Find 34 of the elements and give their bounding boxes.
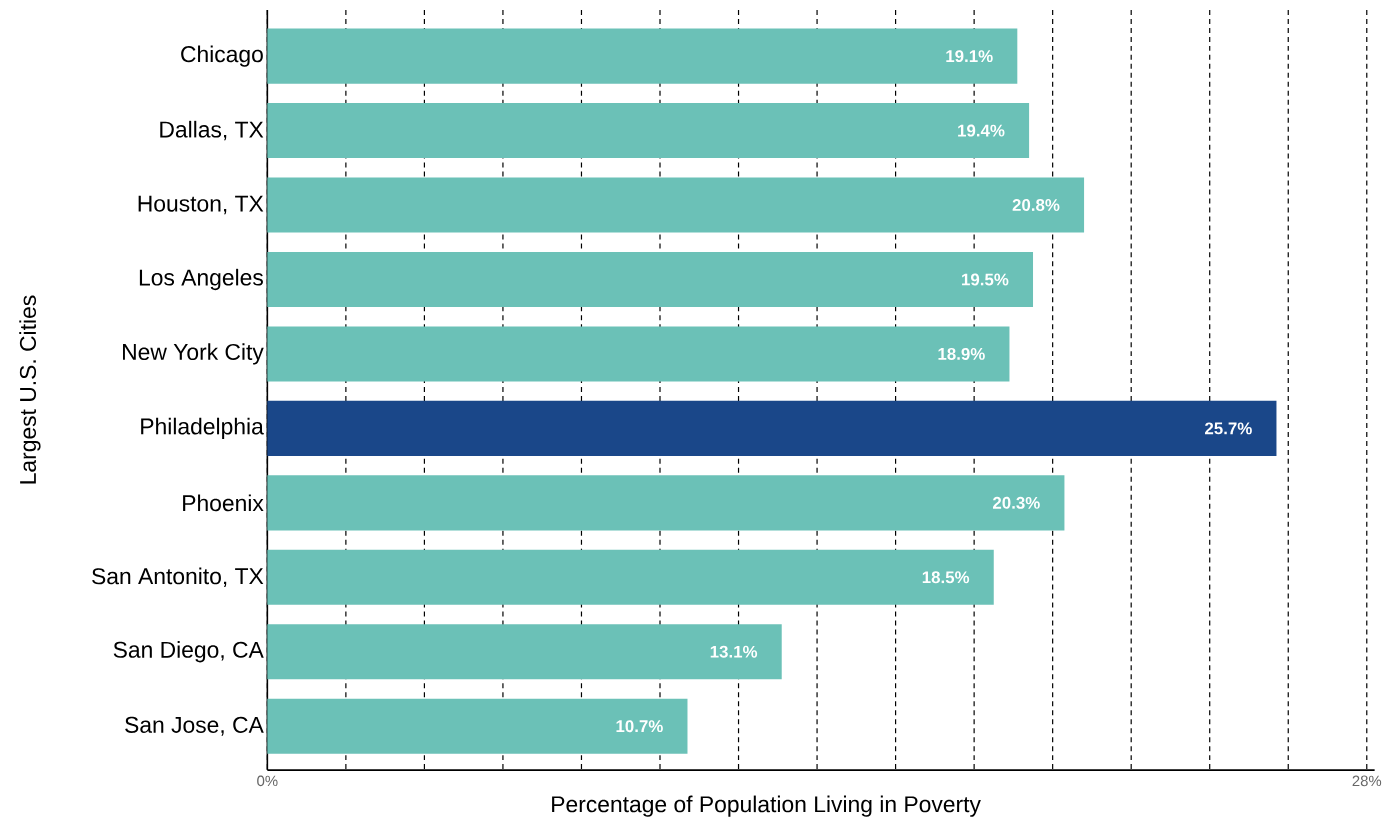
y-tick-label: Chicago [181, 45, 263, 67]
y-tick-label: New York City [123, 343, 264, 365]
data-label: 10.7% [616, 720, 663, 733]
bar [267, 624, 782, 680]
bar [267, 326, 1010, 382]
data-label: 19.5% [962, 273, 1009, 286]
data-label: 18.9% [938, 347, 985, 360]
y-tick-label: San Jose, CA [125, 716, 264, 736]
bar [267, 400, 1277, 456]
x-tick-label: 0% [257, 775, 278, 787]
data-label: 25.7% [1205, 422, 1252, 435]
bar [267, 28, 1018, 84]
x-tick-label: 28% [1352, 775, 1382, 787]
y-tick-label: Houston, TX [138, 195, 264, 215]
y-tick-label: Philadelphia [141, 417, 264, 440]
data-label: 18.5% [922, 571, 970, 584]
bar [267, 251, 1034, 308]
data-label: 13.1% [710, 645, 758, 658]
bar [267, 103, 1030, 159]
y-axis-title: Largest U.S. Cities [19, 295, 41, 484]
y-tick-label: Dallas, TX [160, 120, 264, 141]
y-tick-label: San Diego, CA [113, 641, 264, 663]
bar [267, 549, 994, 605]
bar [267, 475, 1065, 531]
data-label: 20.8% [1012, 199, 1060, 212]
data-label: 19.4% [958, 124, 1005, 137]
data-label: 19.1% [946, 50, 993, 63]
bar [267, 177, 1085, 233]
data-label: 20.3% [992, 496, 1040, 509]
bar [267, 698, 688, 754]
y-tick-label: Los Angeles [139, 268, 263, 291]
y-tick-label: Phoenix [183, 494, 264, 512]
y-tick-label: San Antonito, TX [92, 567, 264, 588]
x-axis-title: Percentage of Population Living in Poverty [552, 795, 981, 817]
